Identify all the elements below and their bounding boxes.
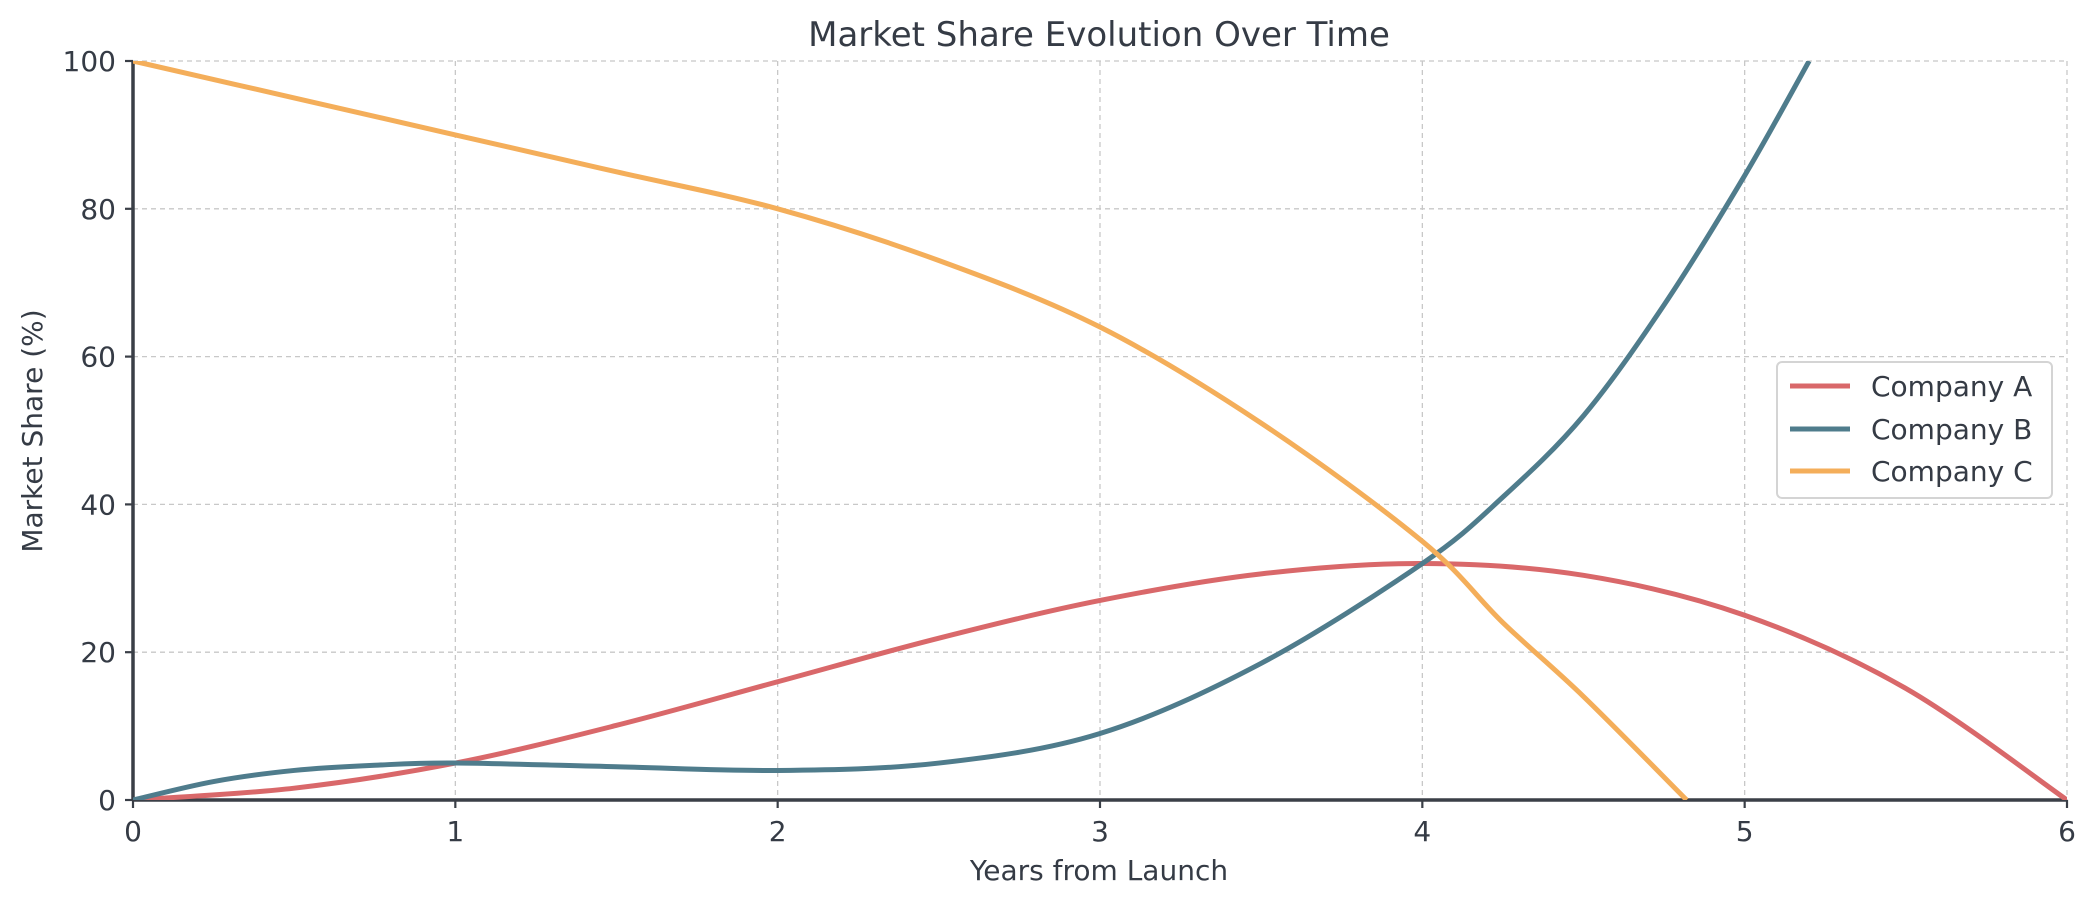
chart-title: Market Share Evolution Over Time bbox=[808, 15, 1390, 55]
x-tick-label: 2 bbox=[769, 815, 787, 848]
x-tick-label: 1 bbox=[446, 815, 464, 848]
y-tick-label: 80 bbox=[80, 193, 116, 226]
x-axis-label: Years from Launch bbox=[969, 854, 1228, 887]
y-tick-label: 100 bbox=[63, 45, 116, 78]
y-tick-label: 60 bbox=[80, 341, 116, 374]
series-lines bbox=[133, 61, 2067, 800]
legend: Company A Company B Company C bbox=[1776, 361, 2053, 499]
legend-label-company-a: Company A bbox=[1871, 370, 2032, 403]
y-axis-label: Market Share (%) bbox=[16, 309, 49, 552]
x-tick-label: 6 bbox=[2058, 815, 2076, 848]
series-line-company-b bbox=[133, 61, 1812, 800]
x-tick-label: 0 bbox=[124, 815, 142, 848]
x-tick-label: 4 bbox=[1413, 815, 1431, 848]
y-tick-label: 40 bbox=[80, 488, 116, 521]
legend-label-company-c: Company C bbox=[1871, 455, 2033, 488]
x-tick-label: 5 bbox=[1736, 815, 1754, 848]
x-tick-label: 3 bbox=[1091, 815, 1109, 848]
legend-label-company-b: Company B bbox=[1871, 413, 2032, 446]
y-tick-label: 0 bbox=[98, 784, 116, 817]
legend-box bbox=[1776, 361, 2053, 499]
y-tick-label: 20 bbox=[80, 636, 116, 669]
series-line-company-c bbox=[133, 61, 1689, 800]
